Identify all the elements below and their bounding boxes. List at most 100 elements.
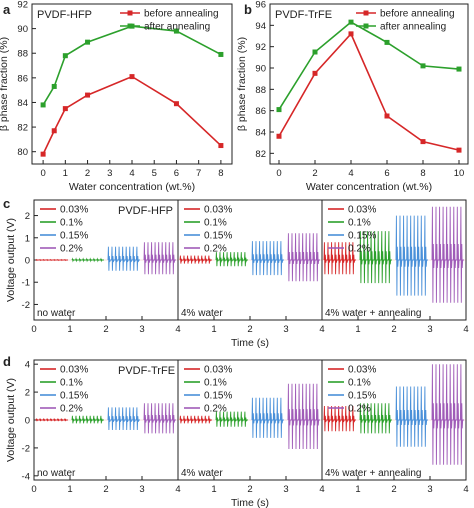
y-tick-label: -4 [22, 471, 30, 482]
legend-label: 0.2% [204, 404, 227, 415]
condition-label: no water [37, 308, 76, 319]
data-point [218, 143, 224, 149]
x-tick-label: 4 [319, 484, 324, 495]
x-tick-label: 3 [139, 324, 144, 335]
x-tick-label: 3 [107, 168, 112, 179]
legend-label: after annealing [380, 22, 446, 33]
voltage-trace-0.15% [107, 407, 140, 431]
data-point [62, 53, 68, 59]
y-tick-label: 88 [17, 49, 28, 60]
voltage-trace-0.15% [395, 386, 428, 447]
legend-label: 0.15% [60, 391, 88, 402]
x-tick-label: 4 [463, 324, 468, 335]
series-line-after [42, 25, 222, 106]
y-tick-label: -1 [22, 278, 30, 289]
y-tick-label: -2 [22, 300, 30, 311]
x-tick-label: 3 [283, 324, 288, 335]
data-point [348, 19, 354, 25]
y-tick-label: 94 [255, 21, 266, 32]
sample-label: PVDF-HFP [118, 205, 173, 217]
x-tick-label: 4 [175, 324, 180, 335]
x-tick-label: 0 [40, 168, 45, 179]
data-point [312, 70, 318, 76]
x-tick-label: 0 [276, 168, 281, 179]
y-tick-label: 92 [17, 0, 28, 11]
data-point [276, 133, 282, 139]
x-tick-label: 2 [247, 484, 252, 495]
y-tick-label: 2 [25, 388, 30, 399]
x-tick-label: 2 [391, 484, 396, 495]
voltage-trace-0.1% [215, 411, 248, 427]
voltage-trace-0.1% [215, 252, 248, 267]
condition-label: 4% water + annealing [325, 468, 421, 479]
x-tick-label: 3 [427, 484, 432, 495]
legend-marker [363, 23, 369, 29]
y-tick-label: 4 [25, 360, 30, 371]
data-point [129, 74, 135, 80]
voltage-trace-0.1% [359, 231, 392, 284]
legend-label: 0.2% [204, 244, 227, 255]
voltage-trace-0.2% [431, 364, 464, 465]
x-tick-label: 7 [196, 168, 201, 179]
x-tick-label: 4 [319, 324, 324, 335]
y-tick-label: 84 [255, 128, 266, 139]
y-tick-label: -2 [22, 443, 30, 454]
x-tick-label: 2 [391, 324, 396, 335]
data-point [51, 128, 57, 134]
x-tick-label: 1 [211, 324, 216, 335]
voltage-trace-0.2% [431, 206, 464, 303]
legend-marker [127, 23, 133, 29]
legend-label: 0.03% [204, 365, 232, 376]
voltage-trace-0.15% [395, 215, 428, 296]
data-point [173, 28, 179, 34]
data-point [312, 49, 318, 55]
legend-label: 0.1% [60, 378, 83, 389]
panel-letter-d: d [3, 354, 11, 369]
panel-letter-a: a [3, 2, 11, 17]
data-point [173, 101, 179, 107]
legend-label: 0.03% [204, 205, 232, 216]
condition-label: 4% water [181, 468, 223, 479]
y-axis-label: β phase fraction (%) [236, 37, 248, 131]
condition-label: 4% water [181, 308, 223, 319]
x-axis-label: Water concentration (wt.%) [69, 181, 195, 193]
y-tick-label: 84 [17, 98, 28, 109]
series-line-before [42, 75, 222, 155]
chart-c: -2 -1 0 1 2 Voltage output (V) Time (s) 0 1 2 3 4 no… [5, 199, 469, 349]
voltage-trace-0.03% [179, 255, 212, 264]
x-tick-label: 3 [427, 324, 432, 335]
legend-label: 0.1% [204, 378, 227, 389]
x-tick-label: 1 [355, 484, 360, 495]
y-tick-label: 82 [17, 123, 28, 134]
y-axis-label: Voltage output (V) [5, 378, 17, 462]
voltage-trace-0.03% [323, 405, 356, 432]
legend-label: 0.2% [60, 244, 83, 255]
data-point [384, 39, 390, 45]
voltage-trace-0.15% [251, 241, 284, 276]
legend-label: 0.15% [60, 231, 88, 242]
x-tick-label: 5 [152, 168, 157, 179]
legend-label: 0.1% [348, 218, 371, 229]
chart-d: -4 -2 0 2 4 Voltage output (V) Time (s) 0 1 2 3 4 no… [5, 359, 469, 508]
legend-label: 0.03% [348, 205, 376, 216]
voltage-trace-0.03% [35, 258, 68, 262]
data-point [456, 147, 462, 153]
x-axis-label: Time (s) [231, 337, 269, 349]
y-tick-label: 2 [25, 211, 30, 222]
y-axis-label: Voltage output (V) [5, 218, 17, 302]
x-tick-label: 0 [31, 484, 36, 495]
data-point [85, 92, 91, 98]
data-point [218, 51, 224, 57]
x-tick-label: 1 [355, 324, 360, 335]
y-tick-label: 88 [255, 85, 266, 96]
legend-label: 0.2% [60, 404, 83, 415]
legend-label: 0.1% [60, 218, 83, 229]
legend-label: 0.2% [348, 404, 371, 415]
x-tick-label: 6 [174, 168, 179, 179]
x-tick-label: 0 [31, 324, 36, 335]
data-point [40, 102, 46, 108]
voltage-trace-0.2% [287, 233, 320, 282]
data-point [384, 113, 390, 119]
sample-label: PVDF-HFP [37, 9, 92, 21]
